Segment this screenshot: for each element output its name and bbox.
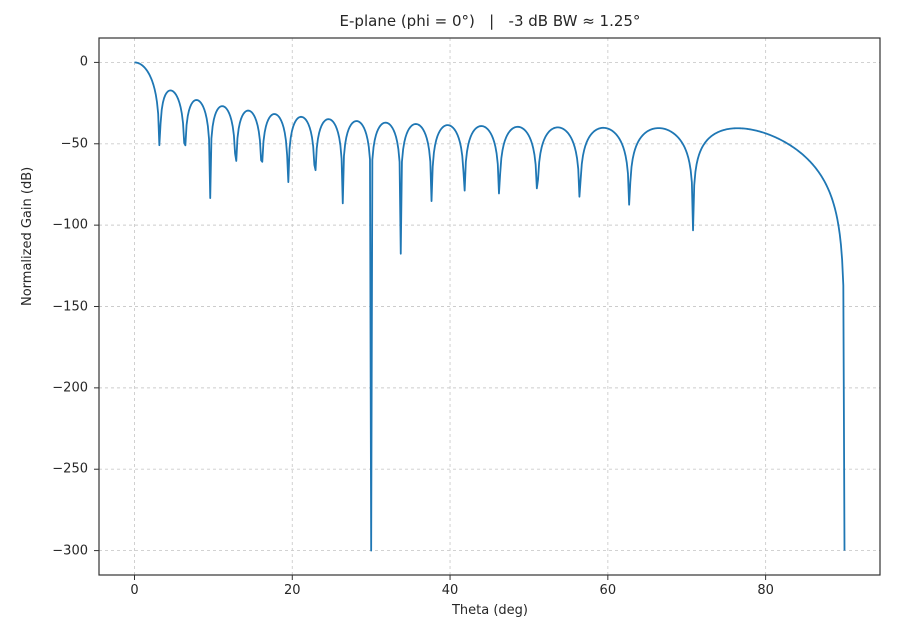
x-tick-label: 20 [283,583,301,598]
y-tick-label: −150 [52,299,88,314]
y-tick-label: −250 [52,461,88,477]
y-tick-label: 0 [79,54,88,70]
x-tick-label: 0 [130,583,139,598]
y-tick-label: −300 [52,543,88,559]
chart-title: E-plane (phi = 0°) | -3 dB BW ≈ 1.25° [339,12,641,30]
y-tick-label: −50 [60,136,88,152]
x-tick-label: 80 [757,583,774,598]
y-tick-label: −200 [52,380,88,396]
gain-curve [134,61,846,552]
x-tick-label: 40 [441,583,459,598]
x-axis-label: Theta (deg) [451,603,529,618]
x-tick-label: 60 [599,583,617,598]
y-tick-label: −100 [52,217,88,233]
